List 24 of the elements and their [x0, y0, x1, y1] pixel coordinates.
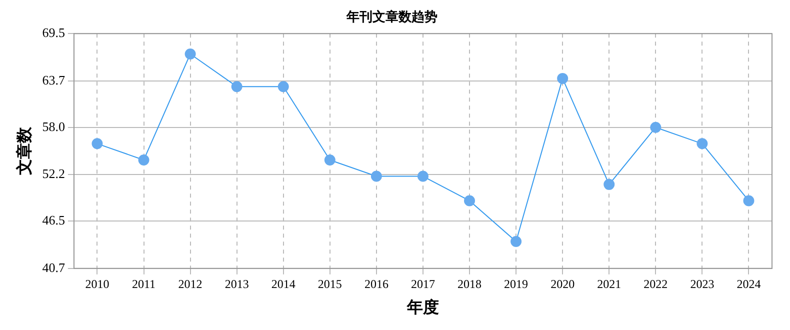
- x-tick-label: 2017: [410, 276, 435, 291]
- x-tick-label: 2021: [597, 276, 622, 291]
- x-tick-label: 2010: [85, 276, 110, 291]
- y-tick-label: 69.5: [42, 25, 65, 40]
- x-tick-label: 2016: [364, 276, 388, 291]
- x-tick-label: 2011: [132, 276, 156, 291]
- x-tick-label: 2014: [271, 276, 296, 291]
- y-tick-label: 52.2: [42, 166, 65, 182]
- y-tick-label: 40.7: [42, 260, 66, 275]
- x-tick-label: 2015: [318, 276, 342, 291]
- x-tick-label: 2013: [224, 276, 249, 291]
- y-tick-label: 63.7: [42, 72, 66, 88]
- x-tick-label: 2020: [550, 276, 575, 291]
- x-tick-label: 2024: [736, 276, 761, 291]
- y-axis-title: 文章数: [16, 126, 34, 176]
- x-axis-title: 年度: [406, 298, 439, 317]
- x-tick-label: 2019: [504, 276, 528, 291]
- x-tick-label: 2012: [178, 276, 202, 291]
- x-tick-label: 2023: [690, 276, 714, 291]
- x-tick-label: 2022: [644, 276, 668, 291]
- x-tick-label: 2018: [458, 276, 482, 291]
- y-tick-label: 46.5: [42, 212, 65, 228]
- y-tick-label: 58.0: [42, 118, 65, 134]
- chart-title: 年刊文章数趋势: [346, 9, 438, 24]
